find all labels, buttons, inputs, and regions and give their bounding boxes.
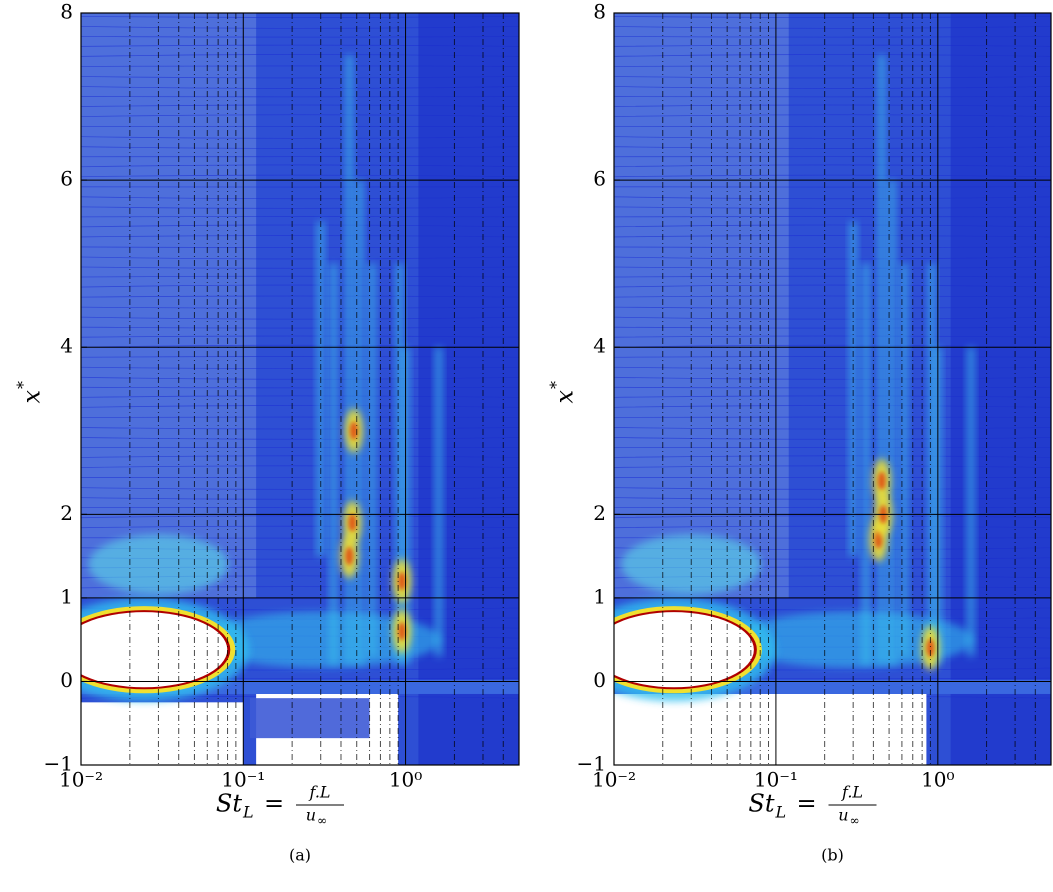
y-tick-label: 0 xyxy=(593,668,606,692)
ylabel-superscript: * xyxy=(547,381,566,389)
xlabel-equals: = xyxy=(264,790,284,818)
high-frequency-region xyxy=(418,13,519,765)
ylabel: x* xyxy=(547,381,579,404)
hot-spot xyxy=(397,572,406,591)
xlabel-symbol: St xyxy=(216,790,242,818)
xlabel-denominator-subscript: ∞ xyxy=(317,814,327,828)
high-frequency-region xyxy=(950,13,1051,765)
x-tick-label: 10⁻² xyxy=(59,768,103,792)
y-tick-label: 2 xyxy=(60,501,73,525)
xlabel-denominator-subscript: ∞ xyxy=(850,814,860,828)
streak xyxy=(395,263,404,665)
streak xyxy=(861,263,870,665)
xlabel-denominator: u xyxy=(306,806,316,825)
x-tick-label: 10⁻² xyxy=(592,768,636,792)
streak xyxy=(877,54,886,665)
oval-core xyxy=(614,612,754,688)
oval-core xyxy=(81,612,228,688)
low-frequency-region xyxy=(614,13,789,598)
y-tick-label: −1 xyxy=(44,752,73,776)
y-tick-label: 6 xyxy=(60,167,73,191)
x-tick-label: 10⁻¹ xyxy=(221,768,265,792)
caption: (b) xyxy=(821,846,844,865)
streak xyxy=(900,263,909,657)
empty-region xyxy=(250,698,370,739)
streak xyxy=(927,263,936,665)
empty-region xyxy=(81,702,244,765)
y-tick-label: 1 xyxy=(60,584,73,608)
streak xyxy=(849,221,858,557)
streak xyxy=(434,347,443,657)
hot-spot xyxy=(926,639,935,658)
y-tick-label: 0 xyxy=(60,668,73,692)
xlabel-denominator: u xyxy=(838,806,848,825)
y-tick-label: 6 xyxy=(593,167,606,191)
xlabel-symbol: St xyxy=(748,790,774,818)
caption: (a) xyxy=(289,846,311,865)
ylabel: x* xyxy=(14,381,46,404)
streak xyxy=(329,263,338,665)
x-tick-label: 10⁰ xyxy=(389,768,422,792)
hot-spot xyxy=(397,622,406,641)
hot-spot xyxy=(877,471,886,490)
xlabel-numerator: f.L xyxy=(841,783,863,802)
xlabel-subscript: L xyxy=(775,803,787,822)
plot-frame xyxy=(613,12,1052,766)
streak xyxy=(367,263,376,657)
y-tick-label: 1 xyxy=(593,584,606,608)
y-tick-label: 8 xyxy=(60,0,73,24)
ylabel-symbol: x xyxy=(551,390,579,404)
x-tick-label: 10⁻¹ xyxy=(754,768,798,792)
ylabel-superscript: * xyxy=(14,381,33,389)
x-tick-label: 10⁰ xyxy=(921,768,954,792)
empty-region xyxy=(614,693,927,765)
contour-field xyxy=(614,13,1051,765)
plot-frame xyxy=(80,12,520,766)
streak xyxy=(316,221,325,557)
streak xyxy=(887,180,896,665)
hot-spot xyxy=(349,421,358,440)
panel: −1 0 1 2 4 6 8 10⁻² 10⁻¹ 10⁰ St L = f.L u ∞ x* (a) xyxy=(14,0,520,865)
streak xyxy=(966,347,975,657)
contour-field xyxy=(81,13,519,765)
y-tick-label: 2 xyxy=(593,501,606,525)
streak xyxy=(345,54,354,665)
ylabel-symbol: x xyxy=(18,390,46,404)
xlabel-equals: = xyxy=(796,790,816,818)
y-tick-label: 4 xyxy=(60,334,73,358)
xlabel-subscript: L xyxy=(242,803,254,822)
xlabel-numerator: f.L xyxy=(308,783,330,802)
low-frequency-region xyxy=(81,13,257,598)
y-tick-label: −1 xyxy=(577,752,606,776)
y-tick-label: 8 xyxy=(593,0,606,24)
hot-spot xyxy=(348,513,357,532)
panel: −1 0 1 2 4 6 8 10⁻² 10⁻¹ 10⁰ St L = f.L u ∞ x* (b) xyxy=(547,0,1052,865)
y-tick-label: 4 xyxy=(593,334,606,358)
hot-spot xyxy=(345,547,354,566)
